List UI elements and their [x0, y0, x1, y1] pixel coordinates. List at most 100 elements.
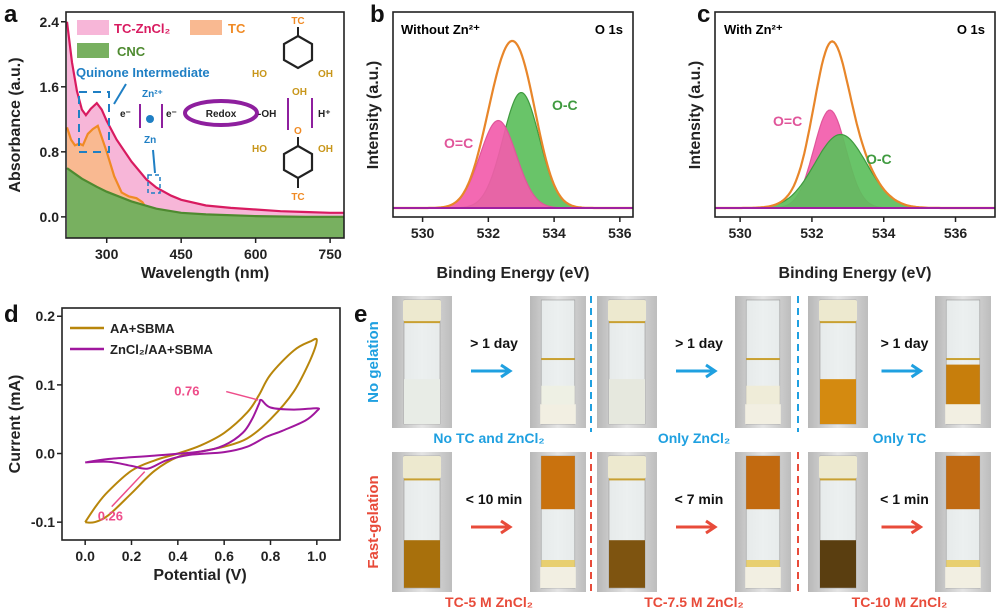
gelation-time-label: < 7 min [675, 491, 724, 507]
liquid [404, 379, 440, 425]
inset-h-plus: H⁺ [318, 109, 331, 120]
row-label-fast-gelation: Fast-gelation [365, 475, 382, 568]
panel-b-xtick-label: 536 [608, 225, 632, 241]
residue [946, 560, 980, 567]
sample-caption: Only TC [873, 430, 927, 446]
vial-photo-before [392, 296, 452, 428]
liquid [820, 379, 856, 425]
zn-sphere-icon [146, 115, 154, 123]
panel-d-ytick-label: -0.1 [31, 514, 55, 530]
right-arrow-icon [676, 363, 718, 379]
panel-d-ytick-label: 0.1 [36, 377, 56, 393]
vial-photo-before [808, 452, 868, 592]
right-arrow-icon [471, 519, 513, 535]
panel-b-frame [392, 11, 634, 218]
panel-a-ytick-label: 1.6 [40, 79, 60, 95]
panel-c-xlabel: Binding Energy (eV) [779, 265, 932, 282]
residue [746, 560, 780, 567]
legend-label-aa-sbma: AA+SBMA [110, 321, 175, 336]
legend-label-cnc: CNC [117, 44, 146, 59]
panel-b-o1s-label: O 1s [595, 22, 623, 37]
panel-b-xtick-label: 530 [411, 225, 435, 241]
panel-b-ylabel: Intensity (a.u.) [365, 61, 382, 169]
vial-photo-before [808, 296, 868, 428]
liquid [820, 540, 856, 588]
panel-c-marks [715, 40, 995, 210]
inset-zn: Zn [144, 135, 156, 146]
panel-a-xtick-label: 300 [95, 246, 119, 262]
panel-b-xps-chart: 530 532 534 536 Without Zn²⁺ O 1s O=C O-C B… [365, 11, 634, 282]
sample-caption: Only ZnCl₂ [658, 430, 730, 446]
vial-photo-before [392, 452, 452, 592]
series-line-cnc [66, 167, 344, 218]
series-line-tc-zncl- [65, 21, 344, 214]
inset-zn2-plus: Zn²⁺ [142, 89, 163, 100]
vial-cap [403, 456, 441, 479]
cv-curve-aa-sbma [84, 337, 318, 524]
vial-photo-after [935, 452, 991, 592]
vial-photo-before [597, 296, 657, 428]
panel-d-ylabel: Current (mA) [7, 375, 24, 474]
panel-b-marks [393, 39, 633, 210]
sample-caption: TC-7.5 M ZnCl₂ [644, 594, 744, 610]
vial-cap [745, 404, 781, 424]
right-arrow-icon [471, 363, 513, 379]
cap-rim [746, 358, 780, 361]
inset-oh-bottom: OH [318, 144, 333, 155]
panel-b-title: Without Zn²⁺ [401, 22, 480, 37]
series-area-tc-zncl- [66, 21, 344, 238]
right-arrow-icon [881, 519, 924, 535]
cap-rim [609, 321, 645, 324]
gelation-time-label: < 1 min [880, 491, 929, 507]
panel-a-ticks: 300 450 600 750 0.0 0.8 1.6 2.4 [40, 14, 342, 262]
panel-d-marks: 0.76 0.26 [84, 337, 321, 524]
legend-label-zncl2-aa-sbma: ZnCl₂/AA+SBMA [110, 342, 214, 357]
inset-electron-2: e⁻ [166, 109, 177, 120]
quinone-pointer-arrow [113, 83, 127, 105]
vial-cap [819, 456, 857, 479]
inset-ho-bottom: HO [252, 144, 267, 155]
vial-cap [608, 456, 646, 479]
panel-label-c: c [697, 1, 710, 28]
panel-c-frame [714, 11, 996, 218]
vial-cap [745, 567, 781, 588]
sample-caption: TC-5 M ZnCl₂ [445, 594, 533, 610]
inset-tc-top: TC [291, 16, 304, 27]
panel-b-ticks: 530 532 534 536 [411, 217, 632, 241]
cap-rim [609, 478, 645, 481]
legend-swatch-tc [190, 20, 222, 35]
vial-photo-after [935, 296, 991, 428]
legend-swatch-tc-zncl2 [77, 20, 109, 35]
panel-e-gelation-photos: No gelation > 1 day No TC and ZnCl₂ > 1 day… [365, 296, 991, 610]
panel-a-ytick-label: 0.8 [40, 144, 60, 160]
panel-d-xtick-label: 0.8 [261, 548, 281, 564]
cv-curve-zncl-aa-sbma [85, 398, 321, 470]
inset-electron-1: e⁻ [120, 109, 131, 120]
peak-annotation-arrow [111, 471, 146, 508]
liquid [404, 540, 440, 588]
panel-c-xps-chart: 530 532 534 536 With Zn²⁺ O 1s O=C O-C Bind… [687, 11, 996, 282]
flowed-liquid [946, 364, 980, 405]
vial-cap [945, 404, 981, 424]
panel-d-ytick-label: 0.0 [36, 446, 56, 462]
legend-swatch-cnc [77, 43, 109, 58]
panel-d-ticks: 0.0 0.2 0.4 0.6 0.8 1.0 -0.1 0.0 0.1 0.2 [31, 308, 327, 564]
vial-photo-before [597, 452, 657, 592]
cap-rim [820, 321, 856, 324]
cap-rim [946, 358, 980, 361]
panel-d-xtick-label: 0.2 [122, 548, 142, 564]
panel-label-d: d [4, 301, 19, 328]
panel-c-title: With Zn²⁺ [724, 22, 783, 37]
inset-oh-top-right: OH [318, 69, 333, 80]
panel-a-ylabel: Absorbance (a.u.) [7, 57, 24, 192]
sample-caption: TC-10 M ZnCl₂ [852, 594, 948, 610]
panel-a-xtick-label: 750 [318, 246, 342, 262]
panel-a-xlabel: Wavelength (nm) [141, 265, 269, 282]
panel-c-peak-label-oc-single: O-C [866, 151, 892, 167]
redox-mechanism-inset: TC HO OH OH e⁻ Zn²⁺ Zn e⁻ Redox -OH H⁺ O… [120, 16, 333, 203]
panel-label-e: e [354, 301, 367, 328]
gelation-time-label: > 1 day [675, 335, 723, 351]
gelation-time-label: < 10 min [466, 491, 522, 507]
panel-c-xtick-label: 534 [872, 225, 896, 241]
inset-redox: Redox [206, 109, 237, 120]
